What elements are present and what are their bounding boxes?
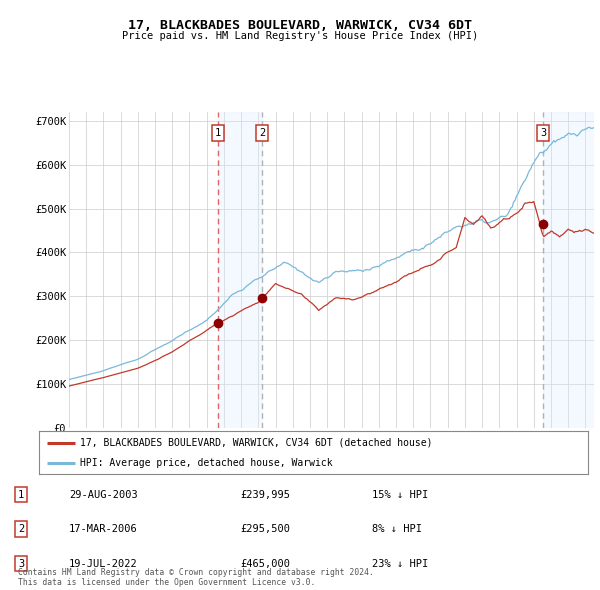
- Text: 29-AUG-2003: 29-AUG-2003: [69, 490, 138, 500]
- Bar: [218, 112, 262, 428]
- Text: 3: 3: [18, 559, 24, 569]
- Text: 15% ↓ HPI: 15% ↓ HPI: [372, 490, 428, 500]
- Text: 17, BLACKBADES BOULEVARD, WARWICK, CV34 6DT: 17, BLACKBADES BOULEVARD, WARWICK, CV34 …: [128, 19, 472, 32]
- Text: HPI: Average price, detached house, Warwick: HPI: Average price, detached house, Warw…: [80, 458, 333, 468]
- Text: 2: 2: [259, 127, 265, 137]
- Text: 23% ↓ HPI: 23% ↓ HPI: [372, 559, 428, 569]
- Text: £295,500: £295,500: [240, 524, 290, 534]
- Text: Price paid vs. HM Land Registry's House Price Index (HPI): Price paid vs. HM Land Registry's House …: [122, 31, 478, 41]
- Text: 17-MAR-2006: 17-MAR-2006: [69, 524, 138, 534]
- Text: 1: 1: [215, 127, 221, 137]
- Text: 3: 3: [540, 127, 547, 137]
- Text: 17, BLACKBADES BOULEVARD, WARWICK, CV34 6DT (detached house): 17, BLACKBADES BOULEVARD, WARWICK, CV34 …: [80, 438, 433, 448]
- Text: £239,995: £239,995: [240, 490, 290, 500]
- Bar: [543, 112, 594, 428]
- Text: 19-JUL-2022: 19-JUL-2022: [69, 559, 138, 569]
- Text: 1: 1: [18, 490, 24, 500]
- Text: £465,000: £465,000: [240, 559, 290, 569]
- Text: 8% ↓ HPI: 8% ↓ HPI: [372, 524, 422, 534]
- Text: Contains HM Land Registry data © Crown copyright and database right 2024.
This d: Contains HM Land Registry data © Crown c…: [18, 568, 374, 587]
- Text: 2: 2: [18, 524, 24, 534]
